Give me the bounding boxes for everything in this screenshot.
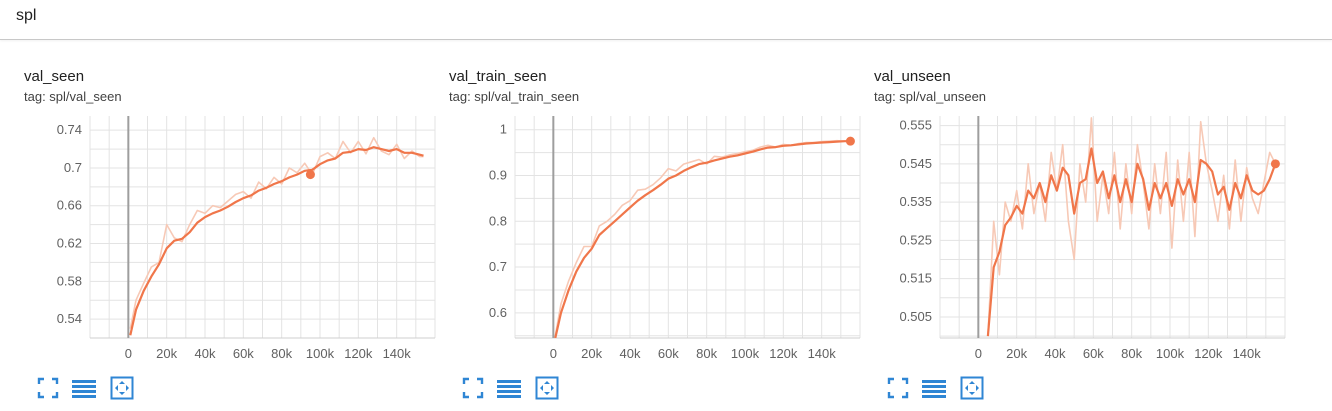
y-tick-label: 0.525 bbox=[899, 232, 932, 247]
x-tick-label: 140k bbox=[383, 346, 412, 361]
x-tick-label: 60k bbox=[1083, 346, 1104, 361]
x-tick-label: 120k bbox=[1194, 346, 1223, 361]
x-tick-label: 80k bbox=[696, 346, 717, 361]
y-tick-label: 0.6 bbox=[489, 305, 507, 320]
y-tick-label: 0.8 bbox=[489, 213, 507, 228]
fit-to-screen-icon[interactable] bbox=[36, 376, 60, 400]
fit-domain-to-data-icon[interactable] bbox=[535, 376, 559, 400]
x-tick-label: 80k bbox=[271, 346, 292, 361]
y-tick-label: 1 bbox=[500, 122, 507, 137]
toggle-log-scale-icon[interactable] bbox=[922, 376, 946, 400]
x-tick-label: 40k bbox=[620, 346, 641, 361]
x-tick-label: 0 bbox=[125, 346, 132, 361]
x-tick-label: 20k bbox=[581, 346, 602, 361]
y-tick-label: 0.535 bbox=[899, 194, 932, 209]
x-tick-label: 100k bbox=[731, 346, 760, 361]
y-tick-label: 0.74 bbox=[57, 122, 82, 137]
run-group-header: spl bbox=[0, 0, 1332, 40]
smoothed-series-line bbox=[986, 147, 1277, 337]
group-title: spl bbox=[16, 7, 37, 24]
chart-title: val_seen bbox=[24, 68, 85, 85]
x-tick-label: 40k bbox=[1045, 346, 1066, 361]
x-tick-label: 60k bbox=[233, 346, 254, 361]
x-tick-label: 60k bbox=[658, 346, 679, 361]
fit-domain-to-data-icon[interactable] bbox=[110, 376, 134, 400]
y-tick-label: 0.9 bbox=[489, 168, 507, 183]
chart-card-val-train-seen: val_train_seen tag: spl/val_train_seen 0… bbox=[449, 66, 869, 411]
last-point-marker bbox=[1270, 159, 1280, 169]
raw-series-line bbox=[987, 117, 1277, 337]
x-tick-label: 100k bbox=[1156, 346, 1185, 361]
y-tick-label: 0.545 bbox=[899, 156, 932, 171]
toggle-log-scale-icon[interactable] bbox=[497, 376, 521, 400]
chart-card-val-unseen: val_unseen tag: spl/val_unseen 0.505 0.51… bbox=[874, 66, 1294, 411]
chart-tag: tag: spl/val_train_seen bbox=[449, 89, 580, 104]
y-tick-label: 0.7 bbox=[489, 259, 507, 274]
x-tick-label: 100k bbox=[306, 346, 335, 361]
y-tick-label: 0.54 bbox=[57, 311, 82, 326]
x-tick-label: 20k bbox=[1006, 346, 1027, 361]
x-tick-label: 120k bbox=[344, 346, 373, 361]
y-tick-label: 0.555 bbox=[899, 118, 932, 133]
y-tick-label: 0.62 bbox=[57, 236, 82, 251]
chart-plot[interactable]: 0.54 0.58 0.62 0.66 0.7 0.74 0 20k 40k 60k 80k 100k… bbox=[24, 110, 444, 376]
x-tick-label: 0 bbox=[975, 346, 982, 361]
x-tick-label: 0 bbox=[550, 346, 557, 361]
x-tick-label: 20k bbox=[156, 346, 177, 361]
chart-plot[interactable]: 0.505 0.515 0.525 0.535 0.545 0.555 0 20k 40k 60k… bbox=[874, 110, 1294, 376]
x-tick-label: 80k bbox=[1121, 346, 1142, 361]
raw-series-line bbox=[554, 139, 849, 336]
chart-title: val_train_seen bbox=[449, 68, 547, 85]
chart-tag: tag: spl/val_unseen bbox=[874, 89, 987, 104]
y-tick-label: 0.515 bbox=[899, 271, 932, 286]
chart-title: val_unseen bbox=[874, 68, 951, 85]
chart-card-val-seen: val_seen tag: spl/val_seen 0.54 0.58 0.62 0… bbox=[24, 66, 444, 411]
x-tick-label: 140k bbox=[808, 346, 837, 361]
y-tick-label: 0.505 bbox=[899, 309, 932, 324]
chart-plot[interactable]: 0.6 0.7 0.8 0.9 1 0 20k 40k 60k 80k 100k 120k 140k bbox=[449, 110, 869, 376]
y-tick-label: 0.7 bbox=[64, 160, 82, 175]
smoothed-series-line bbox=[129, 146, 424, 336]
y-tick-label: 0.58 bbox=[57, 273, 82, 288]
fit-to-screen-icon[interactable] bbox=[461, 376, 485, 400]
fit-domain-to-data-icon[interactable] bbox=[960, 376, 984, 400]
y-tick-label: 0.66 bbox=[57, 198, 82, 213]
smoothed-series-line bbox=[554, 140, 849, 338]
x-tick-label: 120k bbox=[769, 346, 798, 361]
x-tick-label: 40k bbox=[195, 346, 216, 361]
x-tick-label: 140k bbox=[1233, 346, 1262, 361]
last-point-marker bbox=[305, 170, 315, 180]
toggle-log-scale-icon[interactable] bbox=[72, 376, 96, 400]
chart-tag: tag: spl/val_seen bbox=[24, 89, 122, 104]
fit-to-screen-icon[interactable] bbox=[886, 376, 910, 400]
last-point-marker bbox=[845, 136, 855, 146]
